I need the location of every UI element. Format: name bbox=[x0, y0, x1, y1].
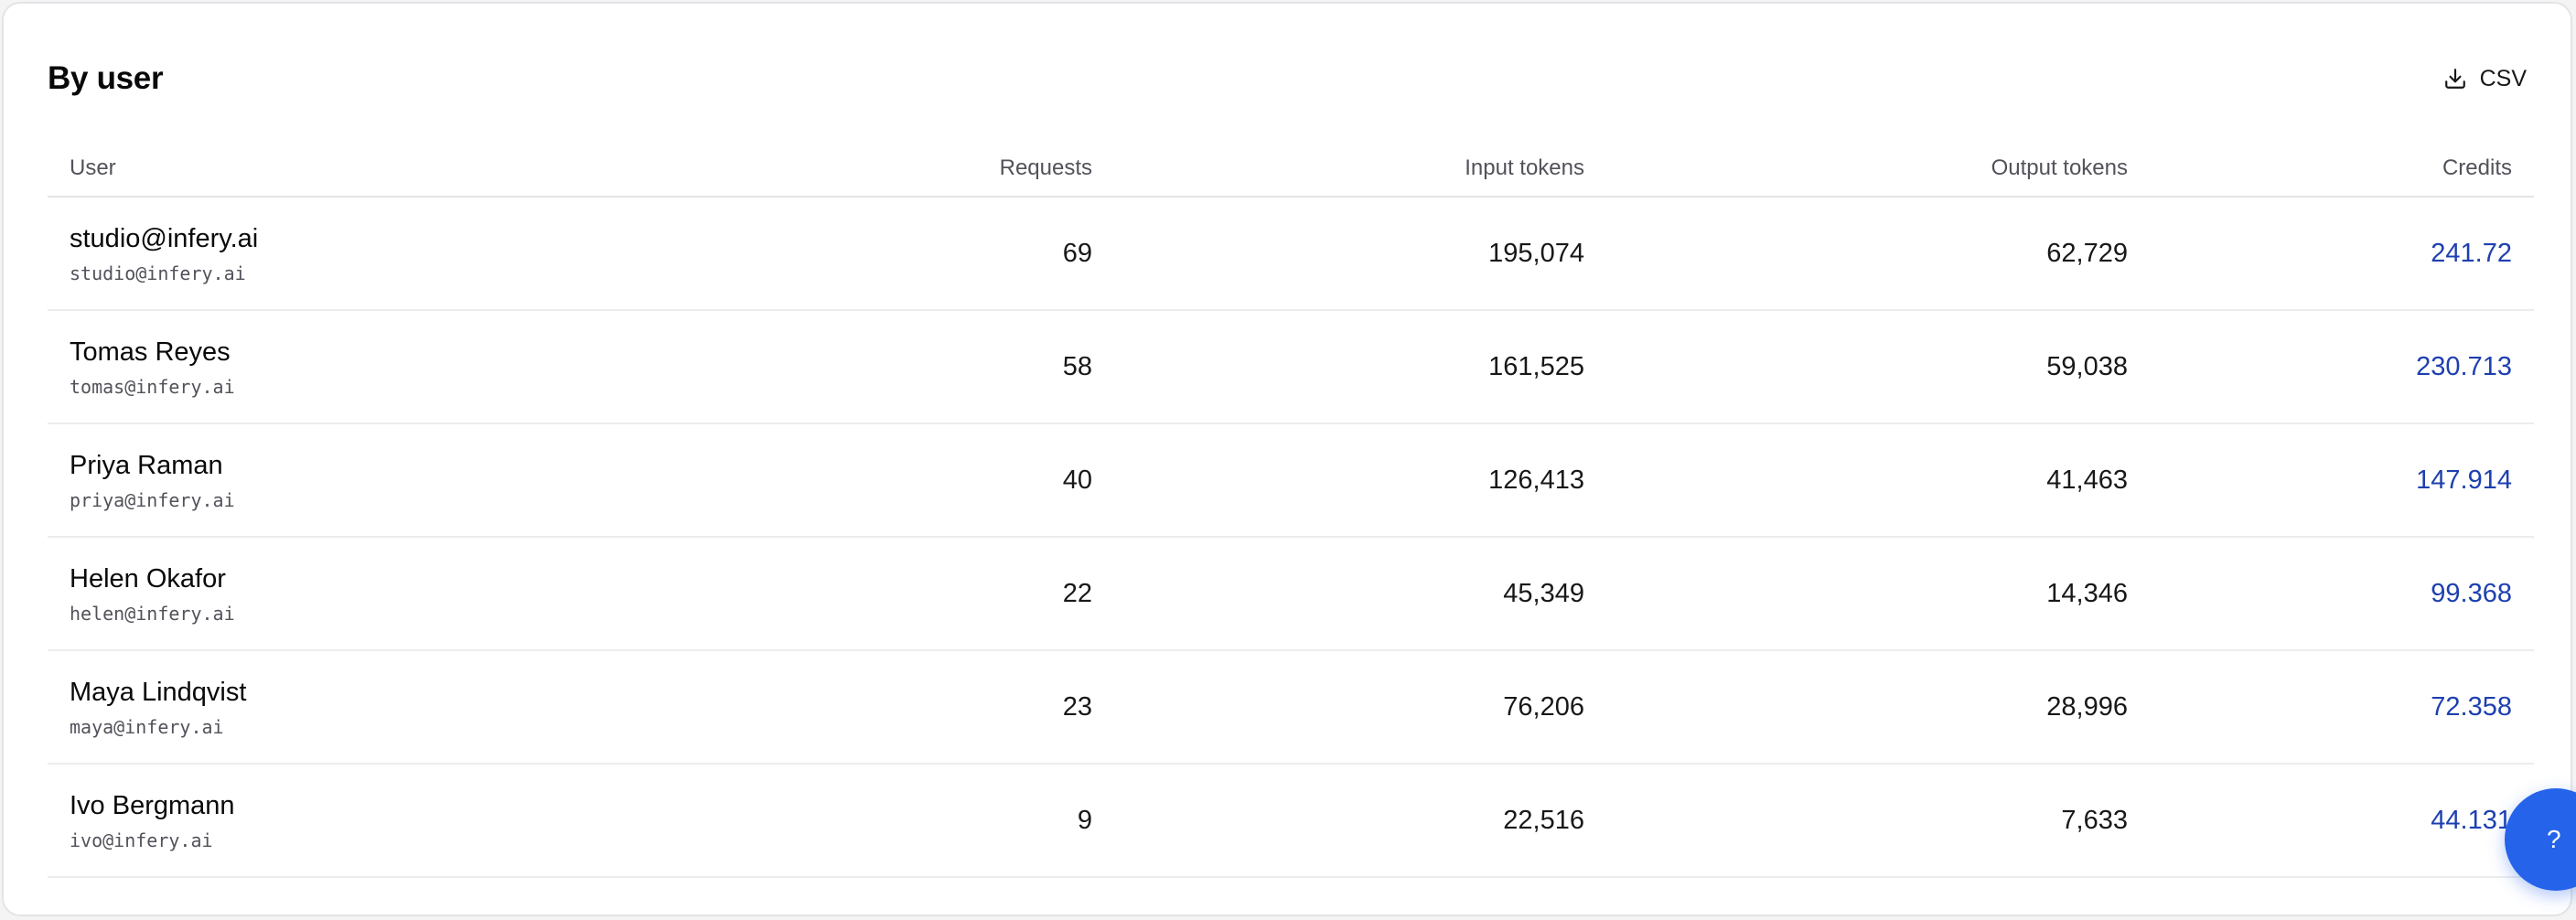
column-header-credits[interactable]: Credits bbox=[2150, 141, 2534, 198]
user-email: priya@infery.ai bbox=[70, 489, 235, 511]
user-cell: Ivo Bergmann ivo@infery.ai bbox=[48, 764, 474, 878]
table-row: Priya Raman priya@infery.ai 40 126,413 4… bbox=[48, 423, 2534, 538]
column-header-requests[interactable]: Requests bbox=[474, 141, 1114, 198]
output-tokens-cell: 62,729 bbox=[1606, 197, 2150, 311]
user-name: Maya Lindqvist bbox=[70, 678, 247, 707]
user-name: Helen Okafor bbox=[70, 564, 226, 594]
input-tokens-cell: 126,413 bbox=[1114, 423, 1606, 538]
column-header-input-tokens[interactable]: Input tokens bbox=[1114, 141, 1606, 198]
column-header-output-tokens[interactable]: Output tokens bbox=[1606, 141, 2150, 198]
user-email: ivo@infery.ai bbox=[70, 829, 213, 851]
table-row: Tomas Reyes tomas@infery.ai 58 161,525 5… bbox=[48, 310, 2534, 424]
table-row: Helen Okafor helen@infery.ai 22 45,349 1… bbox=[48, 537, 2534, 651]
output-tokens-cell: 7,633 bbox=[1606, 764, 2150, 878]
csv-label: CSV bbox=[2479, 65, 2527, 91]
user-cell: Tomas Reyes tomas@infery.ai bbox=[48, 310, 474, 424]
help-icon: ? bbox=[2547, 825, 2561, 853]
card-header: By user CSV bbox=[48, 53, 2527, 104]
output-tokens-cell: 41,463 bbox=[1606, 423, 2150, 538]
table-row: Maya Lindqvist maya@infery.ai 23 76,206 … bbox=[48, 650, 2534, 765]
requests-cell: 69 bbox=[474, 197, 1114, 311]
requests-cell: 9 bbox=[474, 764, 1114, 878]
user-name: Ivo Bergmann bbox=[70, 791, 235, 820]
credits-cell: 241.72 bbox=[2150, 197, 2534, 311]
output-tokens-cell: 14,346 bbox=[1606, 537, 2150, 651]
table-row: Ivo Bergmann ivo@infery.ai 9 22,516 7,63… bbox=[48, 764, 2534, 878]
user-email: tomas@infery.ai bbox=[70, 376, 235, 398]
requests-cell: 40 bbox=[474, 423, 1114, 538]
user-name: Tomas Reyes bbox=[70, 337, 231, 367]
user-cell: studio@infery.ai studio@infery.ai bbox=[48, 197, 474, 311]
download-icon bbox=[2443, 67, 2467, 91]
requests-cell: 22 bbox=[474, 537, 1114, 651]
credits-cell: 72.358 bbox=[2150, 650, 2534, 765]
user-name: Priya Raman bbox=[70, 451, 223, 480]
user-cell: Priya Raman priya@infery.ai bbox=[48, 423, 474, 538]
input-tokens-cell: 76,206 bbox=[1114, 650, 1606, 765]
csv-export-button[interactable]: CSV bbox=[2421, 56, 2549, 102]
input-tokens-cell: 161,525 bbox=[1114, 310, 1606, 424]
credits-cell: 99.368 bbox=[2150, 537, 2534, 651]
output-tokens-cell: 59,038 bbox=[1606, 310, 2150, 424]
column-header-user[interactable]: User bbox=[48, 141, 474, 198]
credits-cell: 230.713 bbox=[2150, 310, 2534, 424]
input-tokens-cell: 195,074 bbox=[1114, 197, 1606, 311]
table-row: studio@infery.ai studio@infery.ai 69 195… bbox=[48, 197, 2534, 311]
user-cell: Helen Okafor helen@infery.ai bbox=[48, 537, 474, 651]
credits-cell: 44.131 bbox=[2150, 764, 2534, 878]
user-cell: Maya Lindqvist maya@infery.ai bbox=[48, 650, 474, 765]
credits-cell: 147.914 bbox=[2150, 423, 2534, 538]
users-table: User Requests Input tokens Output tokens… bbox=[48, 141, 2534, 878]
input-tokens-cell: 22,516 bbox=[1114, 764, 1606, 878]
section-title: By user bbox=[48, 60, 164, 96]
output-tokens-cell: 28,996 bbox=[1606, 650, 2150, 765]
user-email: studio@infery.ai bbox=[70, 262, 246, 284]
user-name: studio@infery.ai bbox=[70, 224, 259, 253]
user-email: maya@infery.ai bbox=[70, 716, 224, 738]
table-header-row: User Requests Input tokens Output tokens… bbox=[48, 141, 2534, 198]
requests-cell: 23 bbox=[474, 650, 1114, 765]
user-email: helen@infery.ai bbox=[70, 603, 235, 625]
requests-cell: 58 bbox=[474, 310, 1114, 424]
input-tokens-cell: 45,349 bbox=[1114, 537, 1606, 651]
